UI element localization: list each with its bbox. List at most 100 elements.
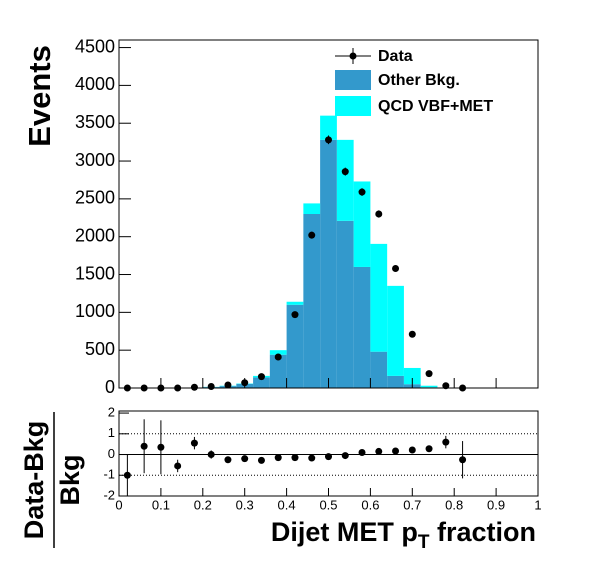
data-point bbox=[425, 370, 433, 378]
y-tick-label: 1 bbox=[108, 425, 115, 440]
legend-swatch bbox=[335, 70, 371, 90]
histogram-bar bbox=[269, 354, 287, 388]
data-point bbox=[174, 462, 182, 470]
data-point bbox=[274, 353, 282, 361]
x-tick-label: 0.9 bbox=[487, 497, 505, 512]
data-point bbox=[358, 188, 366, 196]
histogram-bar bbox=[353, 266, 371, 388]
data-point bbox=[257, 373, 265, 381]
histogram-bar bbox=[269, 350, 287, 355]
data-point bbox=[308, 454, 316, 462]
y-tick-label: 0 bbox=[108, 446, 115, 461]
data-point bbox=[425, 445, 433, 453]
legend-label: QCD VBF+MET bbox=[378, 98, 493, 115]
y-tick-label: -2 bbox=[103, 487, 115, 502]
data-point bbox=[190, 439, 198, 447]
x-tick-label: 0.6 bbox=[361, 497, 379, 512]
histogram-bar bbox=[286, 304, 304, 388]
data-point bbox=[341, 168, 349, 176]
data-point bbox=[207, 451, 215, 459]
data-point bbox=[392, 264, 400, 272]
legend-label: Other Bkg. bbox=[378, 72, 460, 89]
x-tick-label: 0.2 bbox=[194, 497, 212, 512]
x-tick-label: 0 bbox=[115, 497, 122, 512]
data-point bbox=[291, 454, 299, 462]
y-tick-label: 500 bbox=[85, 339, 115, 359]
histogram-bar bbox=[286, 301, 304, 305]
data-point bbox=[325, 136, 332, 144]
y-tick-label: 3000 bbox=[75, 150, 115, 170]
histogram-bar bbox=[320, 139, 337, 388]
data-point bbox=[442, 382, 450, 390]
data-point bbox=[174, 384, 182, 392]
histogram-bar bbox=[320, 115, 337, 140]
data-point bbox=[375, 447, 383, 455]
histogram-bar bbox=[303, 203, 321, 214]
legend-label: Data bbox=[378, 48, 413, 65]
data-point bbox=[408, 330, 416, 338]
y-tick-label: 3500 bbox=[75, 112, 115, 132]
y-tick-label: 2000 bbox=[75, 225, 115, 245]
y-axis-title: Events bbox=[22, 45, 57, 147]
histogram-bar bbox=[253, 377, 270, 388]
y-axis-title-denominator: Bkg bbox=[55, 454, 85, 505]
data-point bbox=[157, 384, 165, 392]
data-point bbox=[207, 382, 215, 390]
data-point bbox=[459, 456, 467, 464]
data-point bbox=[274, 454, 282, 462]
data-point bbox=[140, 442, 148, 450]
y-tick-label: 0 bbox=[105, 377, 115, 397]
y-tick-label: 2 bbox=[108, 405, 115, 420]
legend-marker bbox=[349, 52, 357, 60]
data-point bbox=[308, 231, 316, 239]
x-tick-label: 0.4 bbox=[278, 497, 296, 512]
x-tick-label: 0.8 bbox=[445, 497, 463, 512]
data-point bbox=[459, 384, 467, 392]
data-point bbox=[392, 447, 400, 455]
x-tick-label: 0.5 bbox=[319, 497, 337, 512]
data-point bbox=[341, 452, 349, 460]
histogram-bar bbox=[336, 139, 354, 221]
y-tick-label: 2500 bbox=[75, 188, 115, 208]
data-point bbox=[241, 379, 249, 387]
x-tick-label: 1 bbox=[534, 497, 541, 512]
histogram-bar bbox=[387, 375, 404, 388]
data-point bbox=[224, 456, 232, 464]
y-tick-label: 4500 bbox=[75, 36, 115, 56]
data-point bbox=[224, 381, 232, 389]
legend-swatch bbox=[335, 96, 371, 116]
x-axis-title-part: fraction bbox=[429, 517, 536, 547]
y-tick-label: -1 bbox=[103, 467, 115, 482]
x-axis-title-subscript: T bbox=[418, 532, 430, 553]
histogram-bar bbox=[420, 385, 438, 388]
data-point bbox=[140, 384, 148, 392]
y-tick-label: 1500 bbox=[75, 263, 115, 283]
data-point bbox=[442, 438, 450, 446]
data-point bbox=[241, 455, 249, 463]
histogram-bar bbox=[303, 214, 321, 388]
x-tick-label: 0.3 bbox=[236, 497, 254, 512]
x-tick-label: 0.1 bbox=[152, 497, 170, 512]
x-axis-title-part: Dijet MET p bbox=[271, 517, 418, 547]
histogram-bar bbox=[370, 243, 388, 352]
y-tick-label: 1000 bbox=[75, 301, 115, 321]
histogram-bar bbox=[353, 181, 371, 267]
data-point bbox=[325, 453, 332, 461]
x-tick-label: 0.7 bbox=[403, 497, 421, 512]
y-tick-label: 4000 bbox=[75, 74, 115, 94]
data-point bbox=[123, 384, 131, 392]
data-point bbox=[291, 311, 299, 319]
histogram-bar bbox=[403, 367, 421, 385]
data-point bbox=[408, 446, 416, 454]
data-point bbox=[358, 448, 366, 456]
data-point bbox=[375, 210, 383, 218]
histogram-bar bbox=[336, 220, 354, 388]
data-point bbox=[190, 383, 198, 391]
data-point bbox=[123, 471, 131, 479]
x-axis-title: Dijet MET pT fraction bbox=[271, 517, 536, 553]
histogram-bar bbox=[387, 285, 404, 376]
data-point bbox=[157, 443, 165, 451]
data-point bbox=[257, 456, 265, 464]
y-axis-title-numerator: Data-Bkg bbox=[19, 421, 49, 540]
